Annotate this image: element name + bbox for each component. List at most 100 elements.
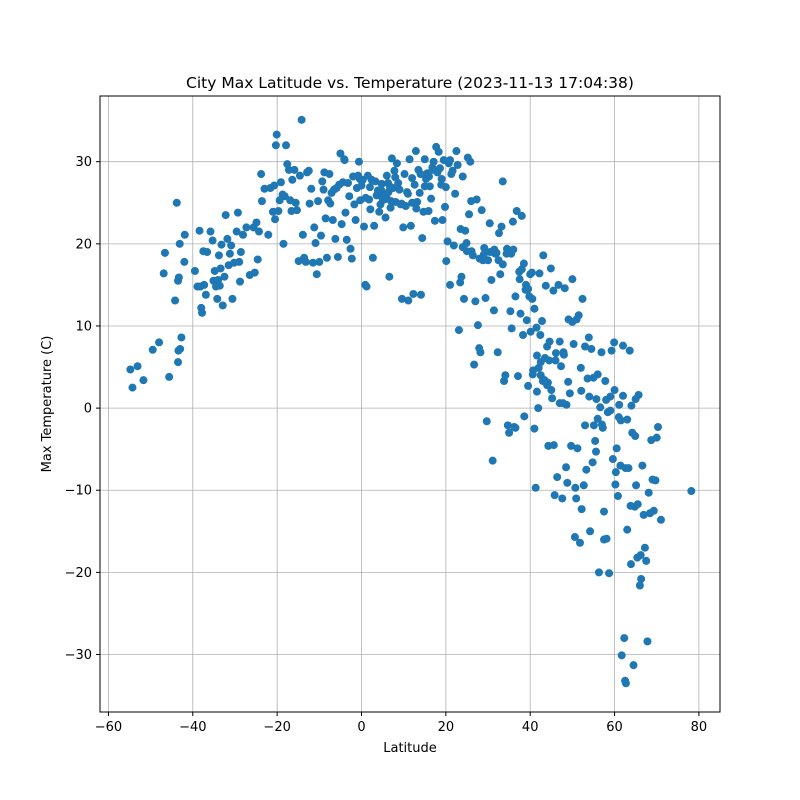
- scatter-point: [636, 551, 645, 560]
- scatter-point: [446, 280, 455, 289]
- scatter-point: [318, 177, 327, 186]
- scatter-point: [631, 395, 640, 404]
- scatter-point: [606, 406, 615, 415]
- scatter-point: [399, 223, 408, 232]
- scatter-point: [610, 338, 619, 347]
- scatter-point: [233, 208, 242, 217]
- scatter-point: [126, 365, 135, 374]
- scatter-point: [317, 231, 326, 240]
- scatter-point: [308, 258, 317, 267]
- y-tick-label: 20: [75, 237, 92, 252]
- scatter-point: [638, 461, 647, 470]
- scatter-point: [408, 174, 417, 183]
- scatter-point: [476, 348, 485, 357]
- scatter-point: [354, 157, 363, 166]
- scatter-point: [615, 400, 624, 409]
- scatter-point: [687, 487, 696, 496]
- scatter-point: [438, 216, 447, 225]
- scatter-point: [583, 374, 592, 383]
- scatter-point: [613, 491, 622, 500]
- scatter-point: [520, 412, 529, 421]
- scatter-point: [480, 243, 489, 252]
- scatter-point: [612, 444, 621, 453]
- scatter-point: [314, 197, 323, 206]
- scatter-point: [534, 363, 543, 372]
- scatter-point: [496, 270, 505, 279]
- axis-ticks: −60 −40 −20 0 20 40 60 80 −30 −20 −10 0 10 20 30: [65, 155, 708, 735]
- scatter-point: [456, 225, 465, 234]
- scatter-point: [519, 259, 528, 268]
- x-tick-label: −60: [95, 720, 122, 735]
- scatter-point: [206, 227, 215, 236]
- scatter-point: [409, 289, 418, 298]
- scatter-point: [344, 179, 352, 188]
- scatter-point: [223, 234, 232, 243]
- scatter-point: [649, 506, 658, 515]
- chart-title: City Max Latitude vs. Temperature (2023-…: [186, 74, 634, 92]
- scatter-point: [180, 257, 189, 266]
- scatter-point: [637, 574, 646, 583]
- grid-lines: [100, 96, 720, 712]
- scatter-point: [225, 249, 234, 258]
- scatter-point: [385, 272, 394, 281]
- scatter-point: [236, 277, 245, 286]
- scatter-point: [490, 245, 499, 254]
- scatter-point: [601, 377, 610, 386]
- scatter-point: [221, 211, 230, 220]
- scatter-point: [607, 346, 616, 355]
- scatter-point: [626, 501, 635, 510]
- scatter-point: [368, 253, 377, 262]
- scatter-point: [550, 491, 559, 500]
- scatter-point: [213, 294, 222, 303]
- scatter-point: [298, 230, 307, 239]
- scatter-point: [558, 494, 567, 503]
- scatter-point: [203, 248, 212, 257]
- scatter-point: [569, 340, 578, 349]
- scatter-point: [322, 253, 331, 262]
- scatter-point: [581, 342, 590, 351]
- scatter-point: [588, 458, 597, 467]
- scatter-point: [198, 308, 207, 317]
- scatter-point: [304, 166, 313, 175]
- scatter-point: [627, 560, 636, 569]
- scatter-point: [516, 309, 525, 318]
- scatter-point: [481, 294, 490, 303]
- scatter-point: [307, 184, 316, 193]
- y-axis-label: Max Temperature (C): [40, 336, 55, 473]
- scatter-point: [174, 358, 183, 367]
- scatter-point: [448, 166, 457, 175]
- scatter-point: [220, 272, 229, 281]
- scatter-point: [301, 257, 310, 266]
- scatter-point: [548, 394, 557, 403]
- scatter-point: [633, 500, 642, 509]
- scatter-point: [272, 130, 281, 139]
- scatter-point: [361, 193, 370, 202]
- scatter-point: [597, 348, 606, 357]
- scatter-point: [485, 219, 494, 228]
- scatter-point: [365, 183, 374, 192]
- scatter-point: [547, 386, 556, 395]
- scatter-point: [651, 476, 660, 485]
- scatter-point: [441, 183, 450, 192]
- scatter-point: [625, 346, 634, 355]
- scatter-point: [643, 637, 652, 646]
- scatter-point: [416, 290, 425, 299]
- scatter-point: [458, 172, 467, 181]
- scatter-point: [148, 345, 157, 354]
- scatter-point: [471, 297, 480, 306]
- scatter-point: [442, 257, 451, 266]
- scatter-point: [328, 216, 337, 225]
- scatter-point: [420, 155, 429, 164]
- scatter-point: [405, 155, 414, 164]
- scatter-point: [371, 177, 380, 186]
- scatter-point: [555, 337, 564, 346]
- scatter-point: [591, 436, 600, 445]
- scatter-point: [410, 180, 419, 189]
- scatter-point: [214, 251, 223, 260]
- scatter-point: [282, 141, 290, 150]
- scatter-point: [128, 383, 137, 392]
- x-tick-label: −20: [263, 720, 290, 735]
- scatter-point: [549, 441, 558, 450]
- scatter-point: [435, 164, 444, 173]
